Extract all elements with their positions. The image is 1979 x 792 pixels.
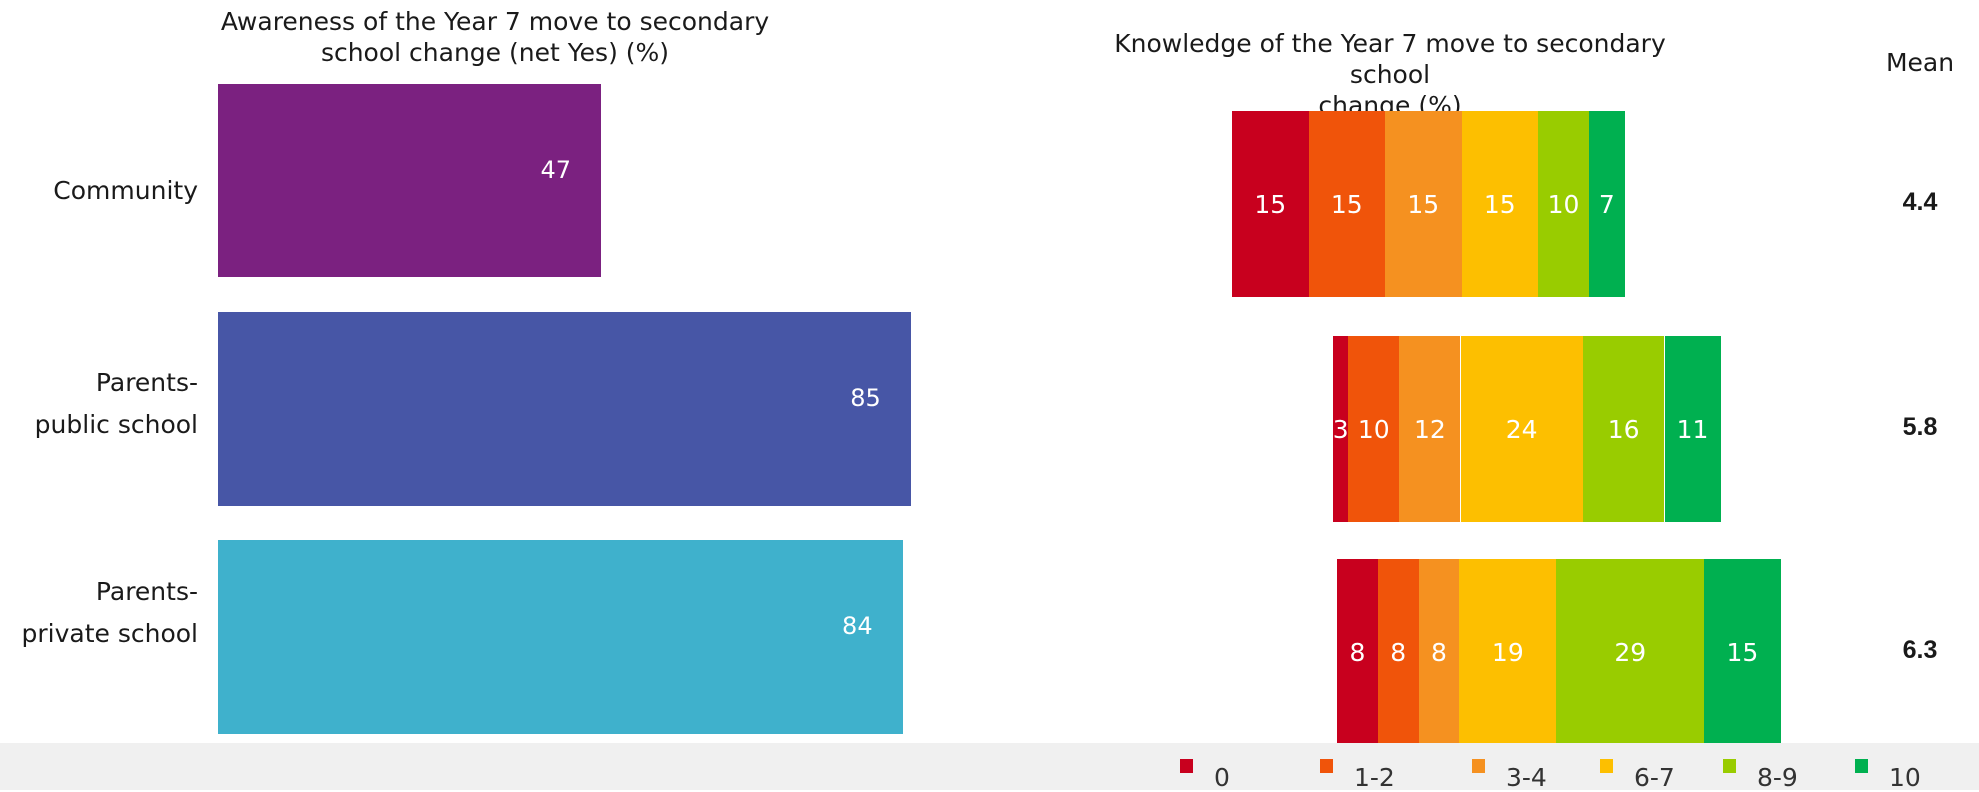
awareness-value-label: 84 — [842, 612, 873, 640]
knowledge-segment-3-4: 8 — [1418, 559, 1460, 745]
knowledge-segment-10: 15 — [1704, 559, 1781, 745]
category-label: Parents- public school — [34, 368, 198, 439]
knowledge-segment-6-7: 15 — [1461, 111, 1538, 297]
awareness-value-label: 47 — [540, 155, 572, 184]
legend-swatch — [1723, 759, 1736, 773]
legend-swatch — [1320, 759, 1333, 773]
legend-swatch — [1600, 759, 1613, 773]
awareness-value-label: 85 — [850, 384, 881, 412]
mean-value: 4.4 — [1902, 188, 1938, 216]
knowledge-segment-6-7: 24 — [1460, 336, 1583, 522]
mean-value: 5.8 — [1902, 413, 1938, 441]
knowledge-segment-8-9: 29 — [1556, 559, 1705, 745]
knowledge-segment-0: 3 — [1333, 336, 1349, 522]
legend-label: 3-4 — [1506, 763, 1547, 792]
legend — [0, 743, 1979, 790]
knowledge-chart-title: Knowledge of the Year 7 move to secondar… — [1114, 29, 1666, 120]
category-label: Parents- private school — [21, 577, 199, 648]
legend-label: 6-7 — [1634, 763, 1675, 792]
knowledge-segment-8-9: 16 — [1582, 336, 1665, 522]
legend-swatch — [1855, 759, 1868, 773]
knowledge-segment-0: 8 — [1337, 559, 1378, 745]
legend-label: 10 — [1889, 763, 1921, 792]
mean-value: 6.3 — [1902, 636, 1938, 664]
mean-column-header: Mean — [1885, 48, 1955, 77]
knowledge-segment-10: 11 — [1664, 336, 1721, 522]
awareness-bar — [218, 540, 903, 734]
knowledge-segment-8-9: 10 — [1538, 111, 1589, 297]
knowledge-segment-6-7: 19 — [1459, 559, 1557, 745]
legend-label: 8-9 — [1757, 763, 1798, 792]
legend-swatch — [1180, 759, 1193, 773]
legend-swatch — [1472, 759, 1485, 773]
awareness-bar — [218, 84, 602, 277]
knowledge-segment-1-2: 10 — [1348, 336, 1400, 522]
knowledge-segment-10: 7 — [1589, 111, 1625, 297]
knowledge-segment-3-4: 15 — [1385, 111, 1462, 297]
knowledge-segment-1-2: 15 — [1308, 111, 1385, 297]
knowledge-segment-0: 15 — [1232, 111, 1309, 297]
legend-label: 0 — [1214, 763, 1230, 792]
category-label: Community — [53, 176, 198, 205]
knowledge-segment-1-2: 8 — [1377, 559, 1419, 745]
awareness-chart-title: Awareness of the Year 7 move to secondar… — [220, 7, 770, 67]
knowledge-segment-3-4: 12 — [1399, 336, 1461, 522]
legend-label: 1-2 — [1354, 763, 1395, 792]
awareness-bar — [218, 312, 911, 506]
